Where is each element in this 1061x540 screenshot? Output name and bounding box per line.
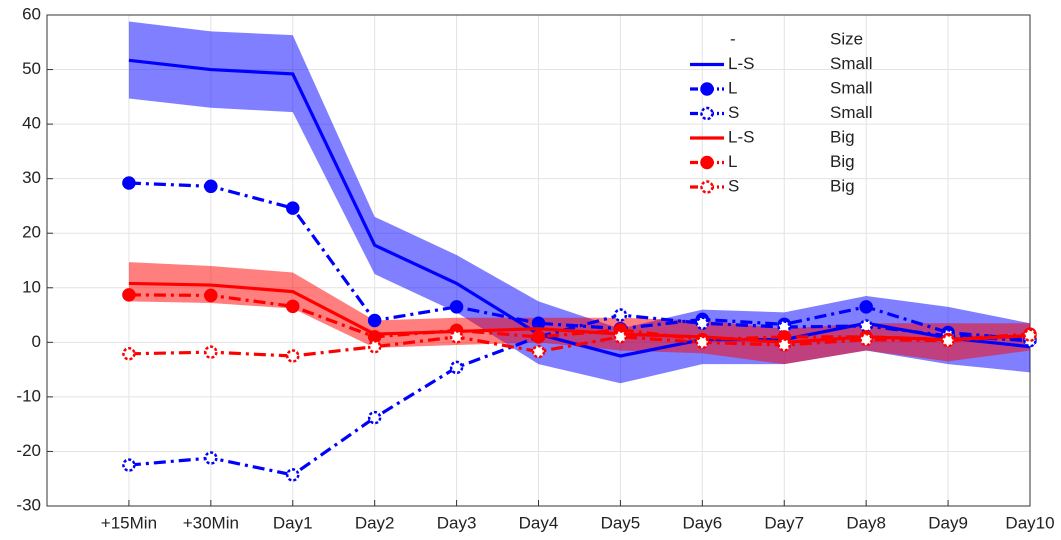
marker <box>204 451 218 465</box>
legend-label: S <box>728 176 739 195</box>
legend-label: L-S <box>728 54 754 73</box>
y-tick-label: 50 <box>22 59 41 78</box>
marker <box>859 319 873 333</box>
marker <box>204 179 218 194</box>
legend-header: Size <box>830 29 863 48</box>
x-tick-label: Day1 <box>273 513 313 532</box>
marker <box>122 347 136 361</box>
legend-size: Big <box>830 127 855 146</box>
marker <box>204 288 218 303</box>
x-tick-label: Day6 <box>682 513 722 532</box>
legend-marker <box>700 106 714 121</box>
x-tick-label: Day3 <box>437 513 477 532</box>
marker <box>449 330 464 344</box>
marker <box>367 410 382 425</box>
legend-label: L <box>728 152 737 171</box>
y-tick-label: -30 <box>16 495 41 514</box>
marker <box>777 338 791 352</box>
line <box>128 313 1031 477</box>
x-tick-label: Day10 <box>1005 513 1054 532</box>
marker <box>122 288 136 302</box>
marker <box>122 458 136 472</box>
marker <box>286 299 300 314</box>
x-tick-label: +15Min <box>101 513 157 532</box>
marker <box>695 335 710 350</box>
y-tick-label: 20 <box>22 223 41 242</box>
marker <box>286 468 300 482</box>
legend-header: - <box>730 29 736 48</box>
marker <box>531 330 546 344</box>
y-tick-label: -10 <box>16 386 41 405</box>
y-tick-label: 10 <box>22 277 41 296</box>
marker <box>122 176 136 190</box>
legend-marker <box>700 82 714 96</box>
x-tick-label: Day8 <box>846 513 886 532</box>
marker <box>449 360 464 375</box>
legend-size: Small <box>830 54 873 73</box>
x-tick-label: Day2 <box>355 513 395 532</box>
marker <box>286 201 300 215</box>
marker <box>941 333 955 348</box>
marker <box>367 339 382 354</box>
legend-label: L <box>728 78 737 97</box>
marker <box>695 316 710 330</box>
marker <box>367 313 382 328</box>
marker <box>859 300 873 314</box>
x-tick-label: Day4 <box>519 513 559 532</box>
marker <box>531 316 546 330</box>
y-tick-label: 0 <box>32 332 41 351</box>
marker <box>1023 328 1037 342</box>
legend-size: Small <box>830 78 873 97</box>
legend-marker <box>700 155 714 170</box>
legend-size: Small <box>830 103 873 122</box>
legend-size: Big <box>830 152 855 171</box>
x-tick-label: Day9 <box>928 513 968 532</box>
legend: - Size L-S Small L Small S Small L-S Big L Big S Big <box>690 29 873 195</box>
x-tick-label: +30Min <box>183 513 239 532</box>
marker <box>613 330 628 344</box>
legend-marker <box>700 180 714 194</box>
y-tick-label: 40 <box>22 114 41 133</box>
y-tick-label: 60 <box>22 4 41 23</box>
line <box>128 181 1031 342</box>
y-tick-label: -20 <box>16 441 41 460</box>
x-tick-label: Day7 <box>764 513 804 532</box>
marker <box>613 308 628 322</box>
line <box>128 293 1031 342</box>
line <box>128 333 1031 358</box>
legend-label: L-S <box>728 127 754 146</box>
x-tick-label: Day5 <box>601 513 641 532</box>
y-tick-label: 30 <box>22 168 41 187</box>
confidence-band <box>128 262 1030 365</box>
marker <box>859 332 873 347</box>
marker <box>531 344 546 359</box>
legend-size: Big <box>830 176 855 195</box>
marker <box>204 345 218 359</box>
legend-label: S <box>728 103 739 122</box>
marker <box>449 300 464 314</box>
marker <box>777 320 791 334</box>
marker <box>286 349 300 363</box>
